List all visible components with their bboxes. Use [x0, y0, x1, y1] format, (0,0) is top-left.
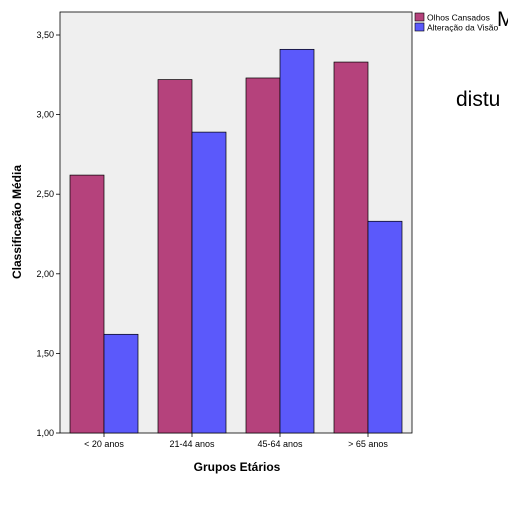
bar — [69, 174, 105, 434]
x-tick-label: < 20 anos — [84, 439, 124, 449]
legend-label: Olhos Cansados — [427, 13, 490, 23]
y-tick-label: 1,00 — [36, 428, 54, 438]
y-tick-label: 3,00 — [36, 110, 54, 120]
clipped-text-middle: distu — [456, 88, 501, 111]
legend-label: Alteração da Visão — [427, 23, 498, 33]
y-tick-label: 1,50 — [36, 348, 54, 358]
x-axis: < 20 anos 21-44 anos 45-64 anos > 65 anos — [84, 433, 388, 449]
x-axis-title: Grupos Etários — [194, 460, 281, 474]
y-tick-label: 3,50 — [36, 30, 54, 40]
y-tick-label: 2,00 — [36, 269, 54, 279]
x-tick-label: 21-44 anos — [169, 439, 215, 449]
bar — [191, 131, 227, 434]
x-tick-label: > 65 anos — [348, 439, 388, 449]
bar — [367, 220, 403, 434]
y-axis-title: Classificação Média — [10, 165, 24, 279]
bar — [245, 77, 281, 434]
x-tick-label: 45-64 anos — [257, 439, 303, 449]
bar — [157, 79, 193, 434]
bar — [103, 333, 139, 434]
legend-swatch — [414, 12, 425, 22]
bars — [69, 48, 403, 434]
clipped-text-top: M — [497, 8, 508, 31]
bar — [279, 48, 315, 434]
legend-swatch — [414, 22, 425, 32]
y-axis: 1,00 1,50 2,00 2,50 3,00 3,50 — [36, 30, 60, 438]
bar — [333, 61, 369, 434]
y-tick-label: 2,50 — [36, 189, 54, 199]
